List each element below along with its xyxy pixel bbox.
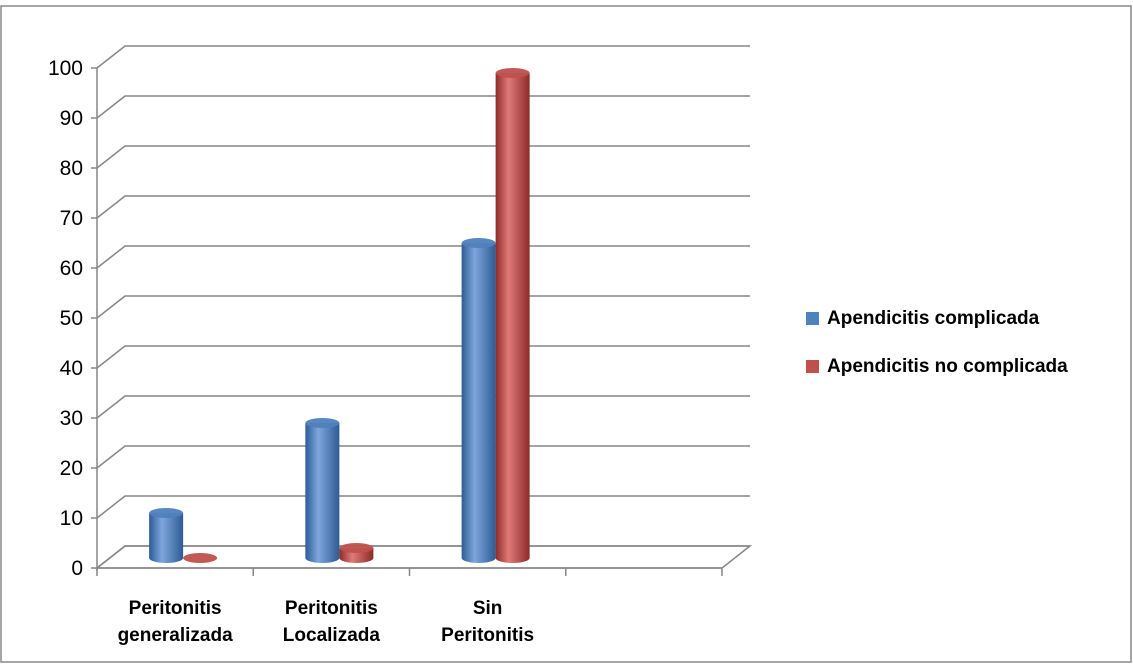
bar <box>149 508 184 563</box>
bar <box>495 68 530 563</box>
bar-layer <box>149 68 530 563</box>
x-tick-label: Peritonitis <box>129 598 222 619</box>
bar-body <box>495 73 530 563</box>
y-tick-label: 10 <box>60 507 83 530</box>
bar-body <box>461 243 496 563</box>
legend-swatch <box>806 312 819 325</box>
y-tick-label: 0 <box>71 557 83 580</box>
x-tick-label: Peritonitis <box>285 598 378 619</box>
gridline <box>96 45 750 69</box>
chart-border <box>0 5 1132 663</box>
gridline <box>96 195 750 219</box>
bar-top <box>305 418 340 428</box>
y-tick-label: 40 <box>60 357 83 380</box>
y-tick-label: 30 <box>60 407 83 430</box>
y-tick-label: 100 <box>48 57 83 80</box>
grid-layer <box>94 45 753 569</box>
bar-top <box>461 238 496 248</box>
bar <box>305 418 340 563</box>
y-tick-label: 70 <box>60 207 83 230</box>
label-layer: 0 10 20 30 40 50 60 70 80 90 100 Peritonitis general… <box>48 57 534 646</box>
gridline <box>96 295 750 319</box>
y-tick-label: 50 <box>60 307 83 330</box>
legend-swatch <box>806 360 819 373</box>
bar-top <box>149 508 184 518</box>
x-tick-label: Localizada <box>283 625 381 646</box>
bar-top <box>495 68 530 78</box>
x-tick-label: Sin <box>473 598 503 619</box>
y-tick-label: 20 <box>60 457 83 480</box>
gridline <box>96 145 750 169</box>
gridline <box>96 395 750 419</box>
bar-top <box>183 553 218 563</box>
bar <box>461 238 496 563</box>
x-tick-label: generalizada <box>118 625 234 646</box>
bar <box>339 543 374 563</box>
gridline <box>96 245 750 269</box>
x-tick-label: Peritonitis <box>441 625 534 646</box>
bar-top <box>339 543 374 553</box>
axis-layer <box>91 67 723 576</box>
gridline <box>96 95 750 119</box>
legend-label: Apendicitis complicada <box>827 308 1040 329</box>
gridline <box>96 495 750 519</box>
bar <box>183 553 218 563</box>
legend-label: Apendicitis no complicada <box>827 356 1068 377</box>
y-tick-label: 80 <box>60 157 83 180</box>
y-tick-label: 60 <box>60 257 83 280</box>
y-tick-label: 90 <box>60 107 83 130</box>
legend: Apendicitis complicada Apendicitis no com… <box>806 308 1068 377</box>
gridline <box>96 345 750 369</box>
bar-body <box>149 513 184 563</box>
gridline <box>96 445 750 469</box>
bar-body <box>305 423 340 563</box>
